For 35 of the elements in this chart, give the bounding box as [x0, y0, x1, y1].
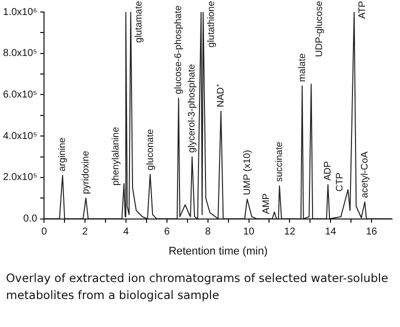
annotation: ADP: [322, 161, 334, 181]
x-tick-label: 10: [243, 226, 255, 238]
annotation: glutamate: [133, 0, 144, 43]
annotation: ATP: [356, 0, 368, 19]
annotation: UDP-glucose: [314, 0, 325, 57]
y-tick-label: 0.0: [23, 214, 38, 225]
x-tick-label: 16: [366, 226, 378, 238]
annotation: CTP: [334, 172, 346, 192]
x-tick-label: 6: [164, 226, 170, 238]
x-tick-label: 2: [82, 226, 88, 238]
annotation: glucose-6-phosphate: [173, 6, 184, 94]
annotation: glutathione: [206, 1, 217, 48]
y-tick-label: 1.0x10⁶: [3, 6, 38, 18]
y-tick-label: 8.0x10⁵: [3, 48, 38, 60]
x-tick-label: 12: [284, 226, 296, 238]
annotation: succinate: [274, 142, 286, 182]
annotation: AMP: [260, 193, 272, 214]
x-tick-label: 4: [123, 226, 130, 238]
y-tick-label: 6.0x10⁵: [3, 89, 38, 100]
annotation: gluconate: [144, 129, 156, 170]
x-tick-label: 0: [41, 226, 48, 238]
annotation: arginine: [57, 138, 68, 172]
annotation: malate: [296, 53, 308, 82]
x-tick-label: 14: [325, 226, 337, 238]
annotation: acetyl-CoA: [359, 150, 370, 198]
x-tick-label: 8: [205, 226, 212, 238]
annotation: phenylalanine: [110, 127, 122, 186]
annotation: glycerol-3-phosphate: [186, 64, 198, 153]
y-tick-label: 4.0x10⁵: [3, 130, 38, 142]
text: Overlay of extracted ion chromatograms of selected water-soluble metabolites from a biological sample: [5, 270, 390, 304]
x-axis-title: Retention time (min): [168, 245, 268, 258]
annotation: NAD⁺: [216, 84, 227, 108]
annotation: UMP (x10): [242, 150, 253, 196]
y-tick-label: 2.0x10⁵: [3, 172, 38, 184]
annotation: pyridoxine: [80, 150, 92, 194]
